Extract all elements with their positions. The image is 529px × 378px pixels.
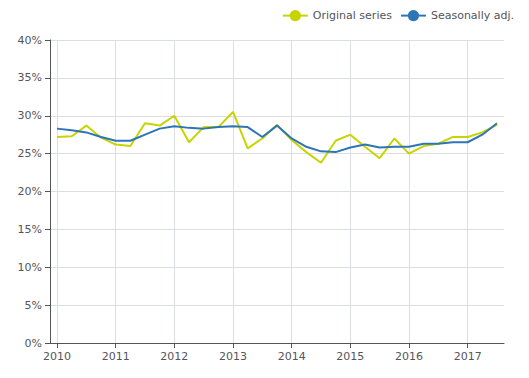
svg-text:2012: 2012 (160, 350, 188, 363)
svg-text:30%: 30% (18, 109, 42, 122)
svg-text:15%: 15% (18, 223, 42, 236)
svg-text:2013: 2013 (219, 350, 247, 363)
svg-text:2015: 2015 (336, 350, 364, 363)
svg-text:20%: 20% (18, 185, 42, 198)
svg-text:25%: 25% (18, 147, 42, 160)
svg-text:2016: 2016 (395, 350, 423, 363)
svg-text:40%: 40% (18, 34, 42, 47)
svg-text:2010: 2010 (43, 350, 71, 363)
svg-text:5%: 5% (25, 299, 42, 312)
svg-text:10%: 10% (18, 261, 42, 274)
svg-text:35%: 35% (18, 71, 42, 84)
svg-text:Seasonally adj.: Seasonally adj. (431, 9, 514, 22)
svg-text:2011: 2011 (102, 350, 130, 363)
svg-text:Original series: Original series (313, 9, 392, 22)
svg-text:0%: 0% (25, 337, 42, 350)
svg-text:2014: 2014 (278, 350, 306, 363)
svg-text:2017: 2017 (454, 350, 482, 363)
